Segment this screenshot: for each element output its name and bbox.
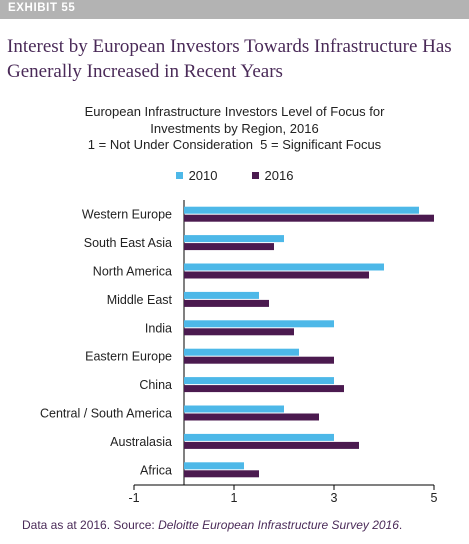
chart-title-line-1: European Infrastructure Investors Level … <box>84 104 385 119</box>
bar-2016 <box>184 441 359 449</box>
category-label: South East Asia <box>84 236 172 250</box>
bar-2010 <box>184 462 244 470</box>
source-prefix: Data as at 2016. Source: <box>22 518 159 532</box>
bar-2010 <box>184 291 259 299</box>
x-tick-label: 3 <box>331 491 338 505</box>
headline: Interest by European Investors Towards I… <box>7 36 452 82</box>
bar-2010 <box>184 405 284 413</box>
chart-title-line-2: Investments by Region, 2016 <box>150 120 319 136</box>
category-label: Africa <box>140 463 172 477</box>
bar-2016 <box>184 243 274 251</box>
bar-2016 <box>184 413 319 421</box>
bar-2010 <box>184 348 299 356</box>
x-tick-label: 5 <box>431 491 438 505</box>
legend-swatch-2010 <box>175 171 183 179</box>
bar-2010 <box>184 235 284 243</box>
chart-title-line-3: 1 = Not Under Consideration 5 = Signific… <box>87 137 382 152</box>
chart-title: European Infrastructure Investors Level … <box>0 104 469 154</box>
category-label: North America <box>93 265 172 279</box>
exhibit-label: EXHIBIT 55 <box>8 2 76 14</box>
category-label: Eastern Europe <box>85 350 172 364</box>
category-label: Australasia <box>110 435 172 449</box>
source-citation: Deloitte European Infrastructure Survey … <box>158 518 399 532</box>
bar-2016 <box>184 470 259 478</box>
bar-2010 <box>184 263 384 271</box>
bar-2016 <box>184 214 434 222</box>
legend-label-2010: 2010 <box>188 167 218 183</box>
bar-2010 <box>184 377 334 385</box>
x-tick-label: -1 <box>128 491 139 505</box>
legend-item-2016: 2016 <box>251 167 294 183</box>
source-suffix: . <box>398 518 403 532</box>
legend-swatch-2016 <box>251 171 259 179</box>
category-label: Western Europe <box>82 208 172 222</box>
legend-label-2016: 2016 <box>264 167 294 183</box>
bar-2010 <box>184 206 419 214</box>
category-label: Central / South America <box>40 407 172 421</box>
bar-2016 <box>184 328 294 336</box>
source-note: Data as at 2016. Source: Deloitte Europe… <box>22 518 402 532</box>
exhibit-banner: EXHIBIT 55 <box>0 0 469 19</box>
bar-2016 <box>184 271 369 279</box>
bar-2016 <box>184 385 344 393</box>
category-label: China <box>139 378 172 392</box>
bar-2010 <box>184 320 334 328</box>
category-label: Middle East <box>107 293 173 307</box>
chart-legend: 2010 2016 <box>0 166 469 184</box>
category-label: India <box>145 321 172 335</box>
x-tick-label: 1 <box>231 491 238 505</box>
bar-2016 <box>184 299 269 307</box>
legend-item-2010: 2010 <box>175 167 218 183</box>
bar-2016 <box>184 356 334 364</box>
bar-2010 <box>184 433 334 441</box>
